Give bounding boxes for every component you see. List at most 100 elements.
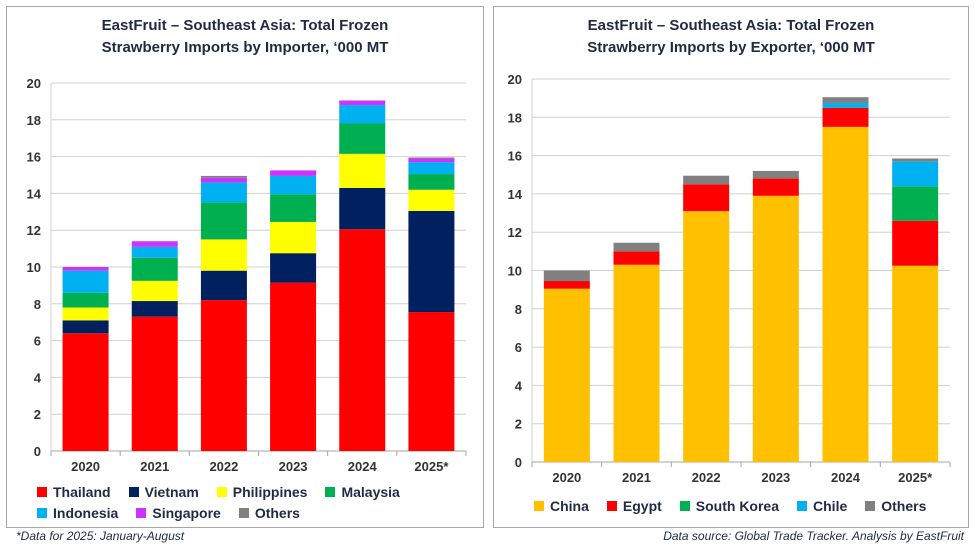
- legend-swatch: [216, 486, 227, 497]
- legend-swatch: [679, 500, 690, 511]
- importer-chart-panel: EastFruit – Southeast Asia: Total Frozen…: [6, 6, 484, 528]
- y-tick-label: 6: [34, 334, 41, 349]
- y-tick-label: 14: [27, 186, 42, 201]
- bar-segment-others: [752, 170, 799, 179]
- x-tick-label: 2023: [279, 459, 308, 474]
- y-tick-label: 20: [508, 72, 522, 87]
- legend-label: South Korea: [695, 497, 780, 514]
- legend-item: Chile: [797, 495, 847, 516]
- legend-item: Malaysia: [325, 481, 400, 502]
- legend-swatch: [136, 507, 147, 518]
- legend-swatch: [37, 507, 47, 518]
- bar-segment-malaysia: [131, 257, 178, 281]
- bar-segment-egypt: [752, 178, 799, 196]
- title-line: Strawberry Imports by Exporter, ‘000 MT: [587, 39, 875, 56]
- legend-label: Vietnam: [144, 483, 199, 500]
- bar-segment-philippines: [131, 280, 178, 302]
- bar-segment-chile: [892, 161, 939, 187]
- bar-segment-vietnam: [200, 270, 247, 301]
- bar-segment-others: [200, 175, 247, 178]
- y-tick-label: 14: [508, 187, 523, 202]
- legend-item: China: [534, 495, 589, 516]
- y-tick-label: 12: [27, 223, 41, 238]
- x-tick-label: 2021: [140, 459, 169, 474]
- y-tick-label: 18: [27, 113, 41, 128]
- legend-item: Indonesia: [37, 502, 118, 523]
- legend-swatch: [128, 486, 139, 497]
- bar-segment-singapore: [408, 158, 455, 163]
- bar-segment-vietnam: [408, 210, 455, 313]
- bar-segment-egypt: [613, 251, 660, 265]
- bar-segment-vietnam: [62, 320, 109, 334]
- legend-item: Vietnam: [128, 481, 199, 502]
- bar-segment-others: [543, 270, 590, 282]
- y-tick-label: 0: [515, 455, 522, 470]
- bar-segment-philippines: [408, 189, 455, 211]
- y-tick-label: 8: [34, 297, 41, 312]
- legend-item: Singapore: [136, 502, 221, 523]
- bar-segment-china: [683, 211, 730, 462]
- bar-segment-vietnam: [270, 253, 317, 283]
- legend-item: South Korea: [679, 495, 780, 516]
- x-tick-label: 2022: [692, 470, 721, 485]
- legend-label: Singapore: [152, 504, 221, 521]
- title-line: EastFruit – Southeast Asia: Total Frozen: [587, 17, 875, 34]
- legend-swatch: [797, 500, 808, 511]
- bar-segment-thailand: [270, 282, 317, 451]
- legend-label: Philippines: [232, 483, 308, 500]
- y-tick-label: 10: [27, 260, 41, 275]
- y-tick-label: 2: [34, 407, 41, 422]
- bar-segment-malaysia: [270, 194, 317, 222]
- bar-segment-philippines: [339, 153, 386, 188]
- title-line: Strawberry Imports by Importer, ‘000 MT: [101, 39, 389, 56]
- y-tick-label: 10: [508, 264, 522, 279]
- x-tick-label: 2020: [552, 470, 581, 485]
- title-line: EastFruit – Southeast Asia: Total Frozen: [101, 17, 389, 34]
- bar-segment-egypt: [543, 281, 590, 289]
- bar-segment-indonesia: [131, 246, 178, 258]
- bar-segment-others: [683, 175, 730, 185]
- bar-segment-indonesia: [408, 162, 455, 175]
- bar-segment-malaysia: [62, 292, 109, 308]
- x-tick-label: 2020: [71, 459, 100, 474]
- bar-segment-china: [752, 195, 799, 462]
- bar-segment-china: [892, 265, 939, 462]
- legend-label: Others: [254, 504, 300, 521]
- bar-segment-singapore: [62, 267, 109, 271]
- bar-segment-malaysia: [408, 174, 455, 190]
- legend-item: Others: [865, 495, 926, 516]
- y-tick-label: 8: [515, 302, 522, 317]
- y-tick-label: 16: [27, 150, 41, 165]
- bar-segment-singapore: [270, 170, 317, 176]
- bar-segment-philippines: [62, 307, 109, 321]
- x-tick-label: 2025*: [414, 459, 449, 474]
- x-tick-label: 2024: [831, 470, 861, 485]
- bar-segment-thailand: [131, 316, 178, 451]
- x-tick-label: 2021: [622, 470, 651, 485]
- data-source: Data source: Global Trade Tracker. Analy…: [663, 529, 964, 543]
- bar-segment-vietnam: [339, 187, 386, 230]
- x-tick-label: 2022: [209, 459, 238, 474]
- legend-swatch: [534, 500, 544, 511]
- legend: Thailand Vietnam Philippines Malaysia Indone…: [37, 481, 477, 523]
- bar-segment-philippines: [200, 239, 247, 271]
- legend-swatch: [606, 500, 617, 511]
- bar-segment-vietnam: [131, 301, 178, 317]
- legend-swatch: [37, 486, 47, 497]
- footnote: *Data for 2025: January-August: [16, 529, 185, 543]
- chart-title: EastFruit – Southeast Asia: Total Frozen…: [7, 15, 483, 59]
- y-tick-label: 4: [515, 378, 523, 393]
- bar-segment-indonesia: [270, 175, 317, 195]
- legend-label: Indonesia: [53, 504, 119, 521]
- bar-segment-egypt: [822, 107, 869, 127]
- bar-segment-singapore: [339, 100, 386, 106]
- bar-segment-china: [613, 264, 660, 462]
- bar-segment-malaysia: [200, 202, 247, 240]
- y-tick-label: 18: [508, 110, 522, 125]
- bar-segment-thailand: [339, 229, 386, 451]
- x-tick-label: 2023: [761, 470, 790, 485]
- legend-item: Thailand: [37, 481, 111, 502]
- bar-segment-others: [408, 157, 455, 159]
